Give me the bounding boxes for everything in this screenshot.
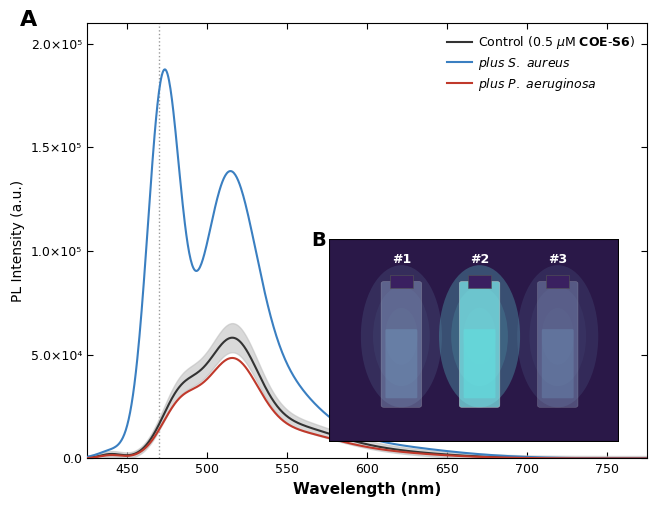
Text: B: B <box>312 231 326 249</box>
Ellipse shape <box>529 287 586 386</box>
Legend: Control (0.5 $\mu$M $\bf{COE}$-$\bf{S6}$), $\it{plus\ S.\ aureus}$, $\it{plus\ P: Control (0.5 $\mu$M $\bf{COE}$-$\bf{S6}$… <box>442 29 641 98</box>
X-axis label: Wavelength (nm): Wavelength (nm) <box>293 482 441 497</box>
Bar <box>546 275 569 288</box>
Text: #1: #1 <box>392 252 411 266</box>
FancyBboxPatch shape <box>386 329 417 398</box>
FancyBboxPatch shape <box>542 329 574 398</box>
FancyBboxPatch shape <box>464 329 495 398</box>
Y-axis label: PL Intensity (a.u.): PL Intensity (a.u.) <box>11 180 25 302</box>
Text: A: A <box>20 10 37 30</box>
Ellipse shape <box>517 265 598 407</box>
FancyBboxPatch shape <box>459 281 500 407</box>
FancyBboxPatch shape <box>538 281 578 407</box>
FancyBboxPatch shape <box>381 281 422 407</box>
Bar <box>390 275 413 288</box>
Bar <box>468 275 491 288</box>
Ellipse shape <box>439 265 520 407</box>
Ellipse shape <box>361 265 442 407</box>
Text: #3: #3 <box>548 252 567 266</box>
Ellipse shape <box>463 308 495 365</box>
Ellipse shape <box>373 287 430 386</box>
Ellipse shape <box>451 287 508 386</box>
Text: #2: #2 <box>470 252 489 266</box>
